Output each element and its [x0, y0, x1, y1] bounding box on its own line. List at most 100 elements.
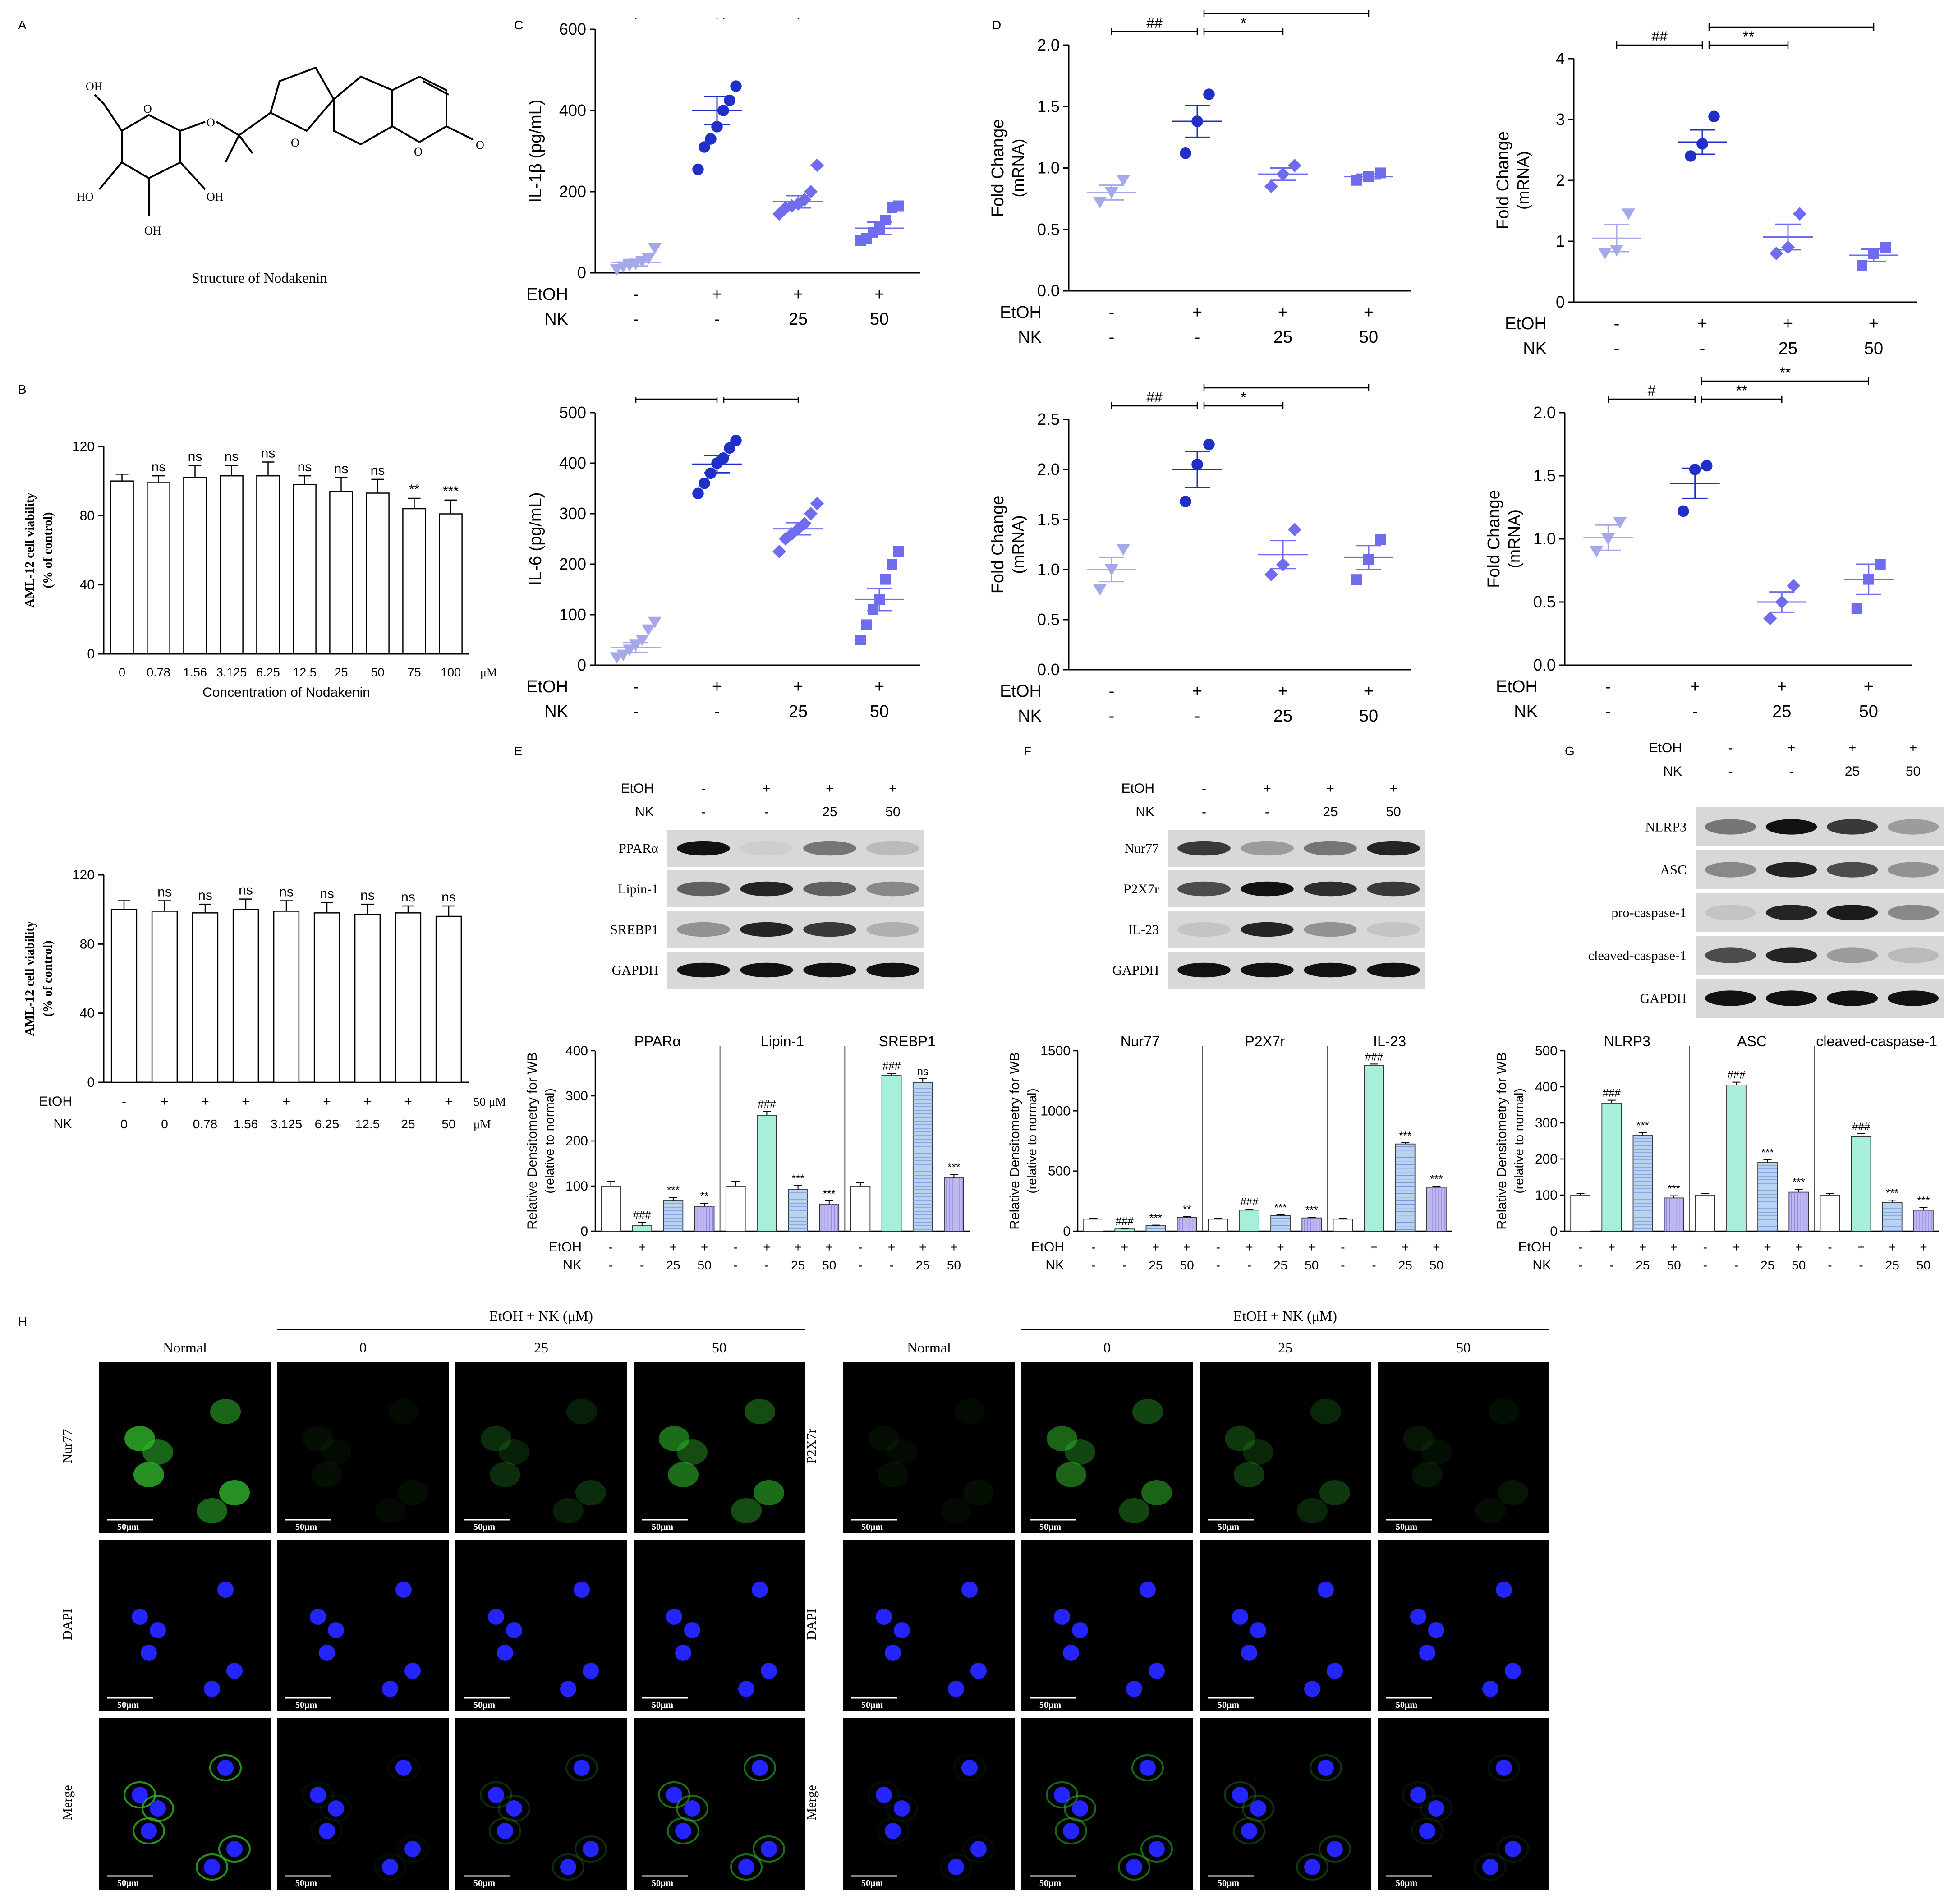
panel-letter-d: D	[992, 18, 1002, 32]
densitometry-chart-g: 0 100 200 300 400 500 NLRP3 - - ### + - *** +25 *** +50…	[1484, 1024, 1957, 1312]
y-tick-label: 500	[559, 403, 586, 422]
nucleus	[684, 1800, 700, 1817]
nk-dose: 12.5	[355, 1117, 380, 1131]
nucleus	[328, 1622, 344, 1638]
bar	[881, 1075, 902, 1232]
etoh-sign: -	[633, 677, 639, 696]
nucleus	[150, 1622, 166, 1638]
green-rim	[1497, 1835, 1529, 1863]
bar	[1664, 1197, 1684, 1232]
y-axis-title-2: (mRNA)	[1009, 139, 1027, 198]
blot-band	[677, 881, 730, 897]
y-axis-title-2: (% of control)	[41, 941, 55, 1017]
nk-dose: 25	[1273, 707, 1292, 726]
nucleus	[1304, 1681, 1320, 1697]
green-rim	[311, 1817, 343, 1844]
significance-label: ***	[1430, 1173, 1443, 1185]
etoh-sign: +	[1777, 677, 1787, 696]
blot-band	[1705, 990, 1756, 1006]
data-point	[1793, 207, 1806, 221]
micrograph-tile: 50μm	[1200, 1718, 1371, 1890]
micrograph-tile: 50μm	[1021, 1718, 1193, 1890]
data-point	[692, 163, 704, 175]
green-cell	[668, 1462, 699, 1487]
nk-dose: 0.78	[193, 1117, 218, 1131]
y-tick-label: 0	[1063, 1224, 1071, 1239]
nk-dose: 50	[1359, 328, 1378, 347]
micrograph-tile: 50μm	[99, 1718, 271, 1890]
nucleus	[1327, 1841, 1343, 1857]
green-cell	[210, 1399, 241, 1424]
significance-label: **	[1779, 364, 1791, 381]
micrograph-tile: 50μm	[1021, 1540, 1193, 1711]
etoh-sign: +	[445, 1094, 453, 1109]
green-rim	[1296, 1853, 1328, 1881]
micrograph-tile: 50μm	[277, 1718, 449, 1890]
y-tick-label: 1500	[1040, 1044, 1071, 1058]
bar	[1395, 1143, 1416, 1232]
y-tick-label: 1000	[1040, 1104, 1071, 1118]
blot-band	[1177, 881, 1231, 897]
row-label: DAPI	[60, 1609, 75, 1641]
nk-dose: -	[1216, 1258, 1220, 1272]
x-tick-label: 25	[334, 666, 348, 679]
blot-band	[803, 841, 856, 856]
etoh-sign: -	[858, 1240, 862, 1254]
bar	[220, 475, 244, 655]
nucleus	[961, 1760, 978, 1776]
blot-band	[1241, 962, 1294, 978]
il1b-scatter-chart: 0200400600--+-+25+50EtOHNK###*****IL-1β …	[505, 18, 956, 343]
y-tick-label: 2.5	[1037, 410, 1060, 428]
western-blot-f: - + + + - - 25 50 EtOH NK Nur77 P2X7r IL-23 GAPDH	[1082, 780, 1434, 997]
etoh-sign: +	[1183, 1240, 1190, 1254]
nucleus	[1054, 1787, 1070, 1803]
etoh-sign: +	[1364, 682, 1374, 701]
nucleus	[1496, 1760, 1512, 1776]
nk-dose: -	[1605, 702, 1611, 721]
bar	[1882, 1202, 1903, 1232]
etoh-label: EtOH	[1031, 1240, 1064, 1255]
treatment-header: EtOH + NK (μM)	[277, 1308, 805, 1330]
blot-band	[1887, 905, 1939, 920]
scale-label: 50μm	[1039, 1522, 1061, 1532]
densitometry-chart-e: 0 100 200 300 400 PPARα - - ### + - *** +25 ** +50 Lipi…	[514, 1024, 992, 1312]
blot-band	[866, 922, 919, 937]
blot-band	[1826, 990, 1878, 1006]
nk-dose: -	[1195, 328, 1200, 347]
green-cell	[1403, 1426, 1434, 1451]
bar	[1083, 1219, 1103, 1232]
nk-dose: 25	[1273, 1258, 1287, 1272]
nk-dose: -	[764, 805, 769, 819]
nucleus	[226, 1841, 243, 1857]
green-rim	[1055, 1817, 1087, 1844]
nucleus	[738, 1859, 754, 1875]
significance-label: ns	[360, 888, 375, 903]
atom-label: OH	[144, 224, 161, 237]
green-cell	[1421, 1439, 1452, 1465]
blot-band	[803, 881, 856, 897]
y-axis-title-2: (mRNA)	[1009, 515, 1027, 574]
significance-label: *	[1241, 389, 1246, 405]
data-point	[1708, 110, 1720, 122]
etoh-sign: +	[1889, 1240, 1896, 1254]
green-rim	[1224, 1781, 1256, 1808]
green-cell	[1047, 1426, 1077, 1451]
data-point	[810, 158, 824, 172]
green-rim	[124, 1781, 156, 1808]
green-rim	[374, 1853, 406, 1881]
blot-band	[1304, 881, 1357, 897]
scale-label: 50μm	[473, 1878, 495, 1888]
significance-label: ##	[1146, 15, 1163, 31]
blot-band	[866, 962, 919, 978]
etoh-sign: +	[793, 285, 803, 304]
data-point	[868, 604, 878, 615]
blot-band	[866, 841, 919, 856]
etoh-label: EtOH	[1505, 314, 1547, 333]
nucleus	[1410, 1787, 1426, 1803]
nk-dose: 25	[822, 805, 837, 819]
blot-band	[1705, 905, 1756, 920]
blot-band	[1887, 990, 1939, 1006]
etoh-sign: +	[1690, 677, 1700, 696]
etoh-sign: +	[282, 1094, 290, 1109]
nucleus	[583, 1841, 599, 1857]
